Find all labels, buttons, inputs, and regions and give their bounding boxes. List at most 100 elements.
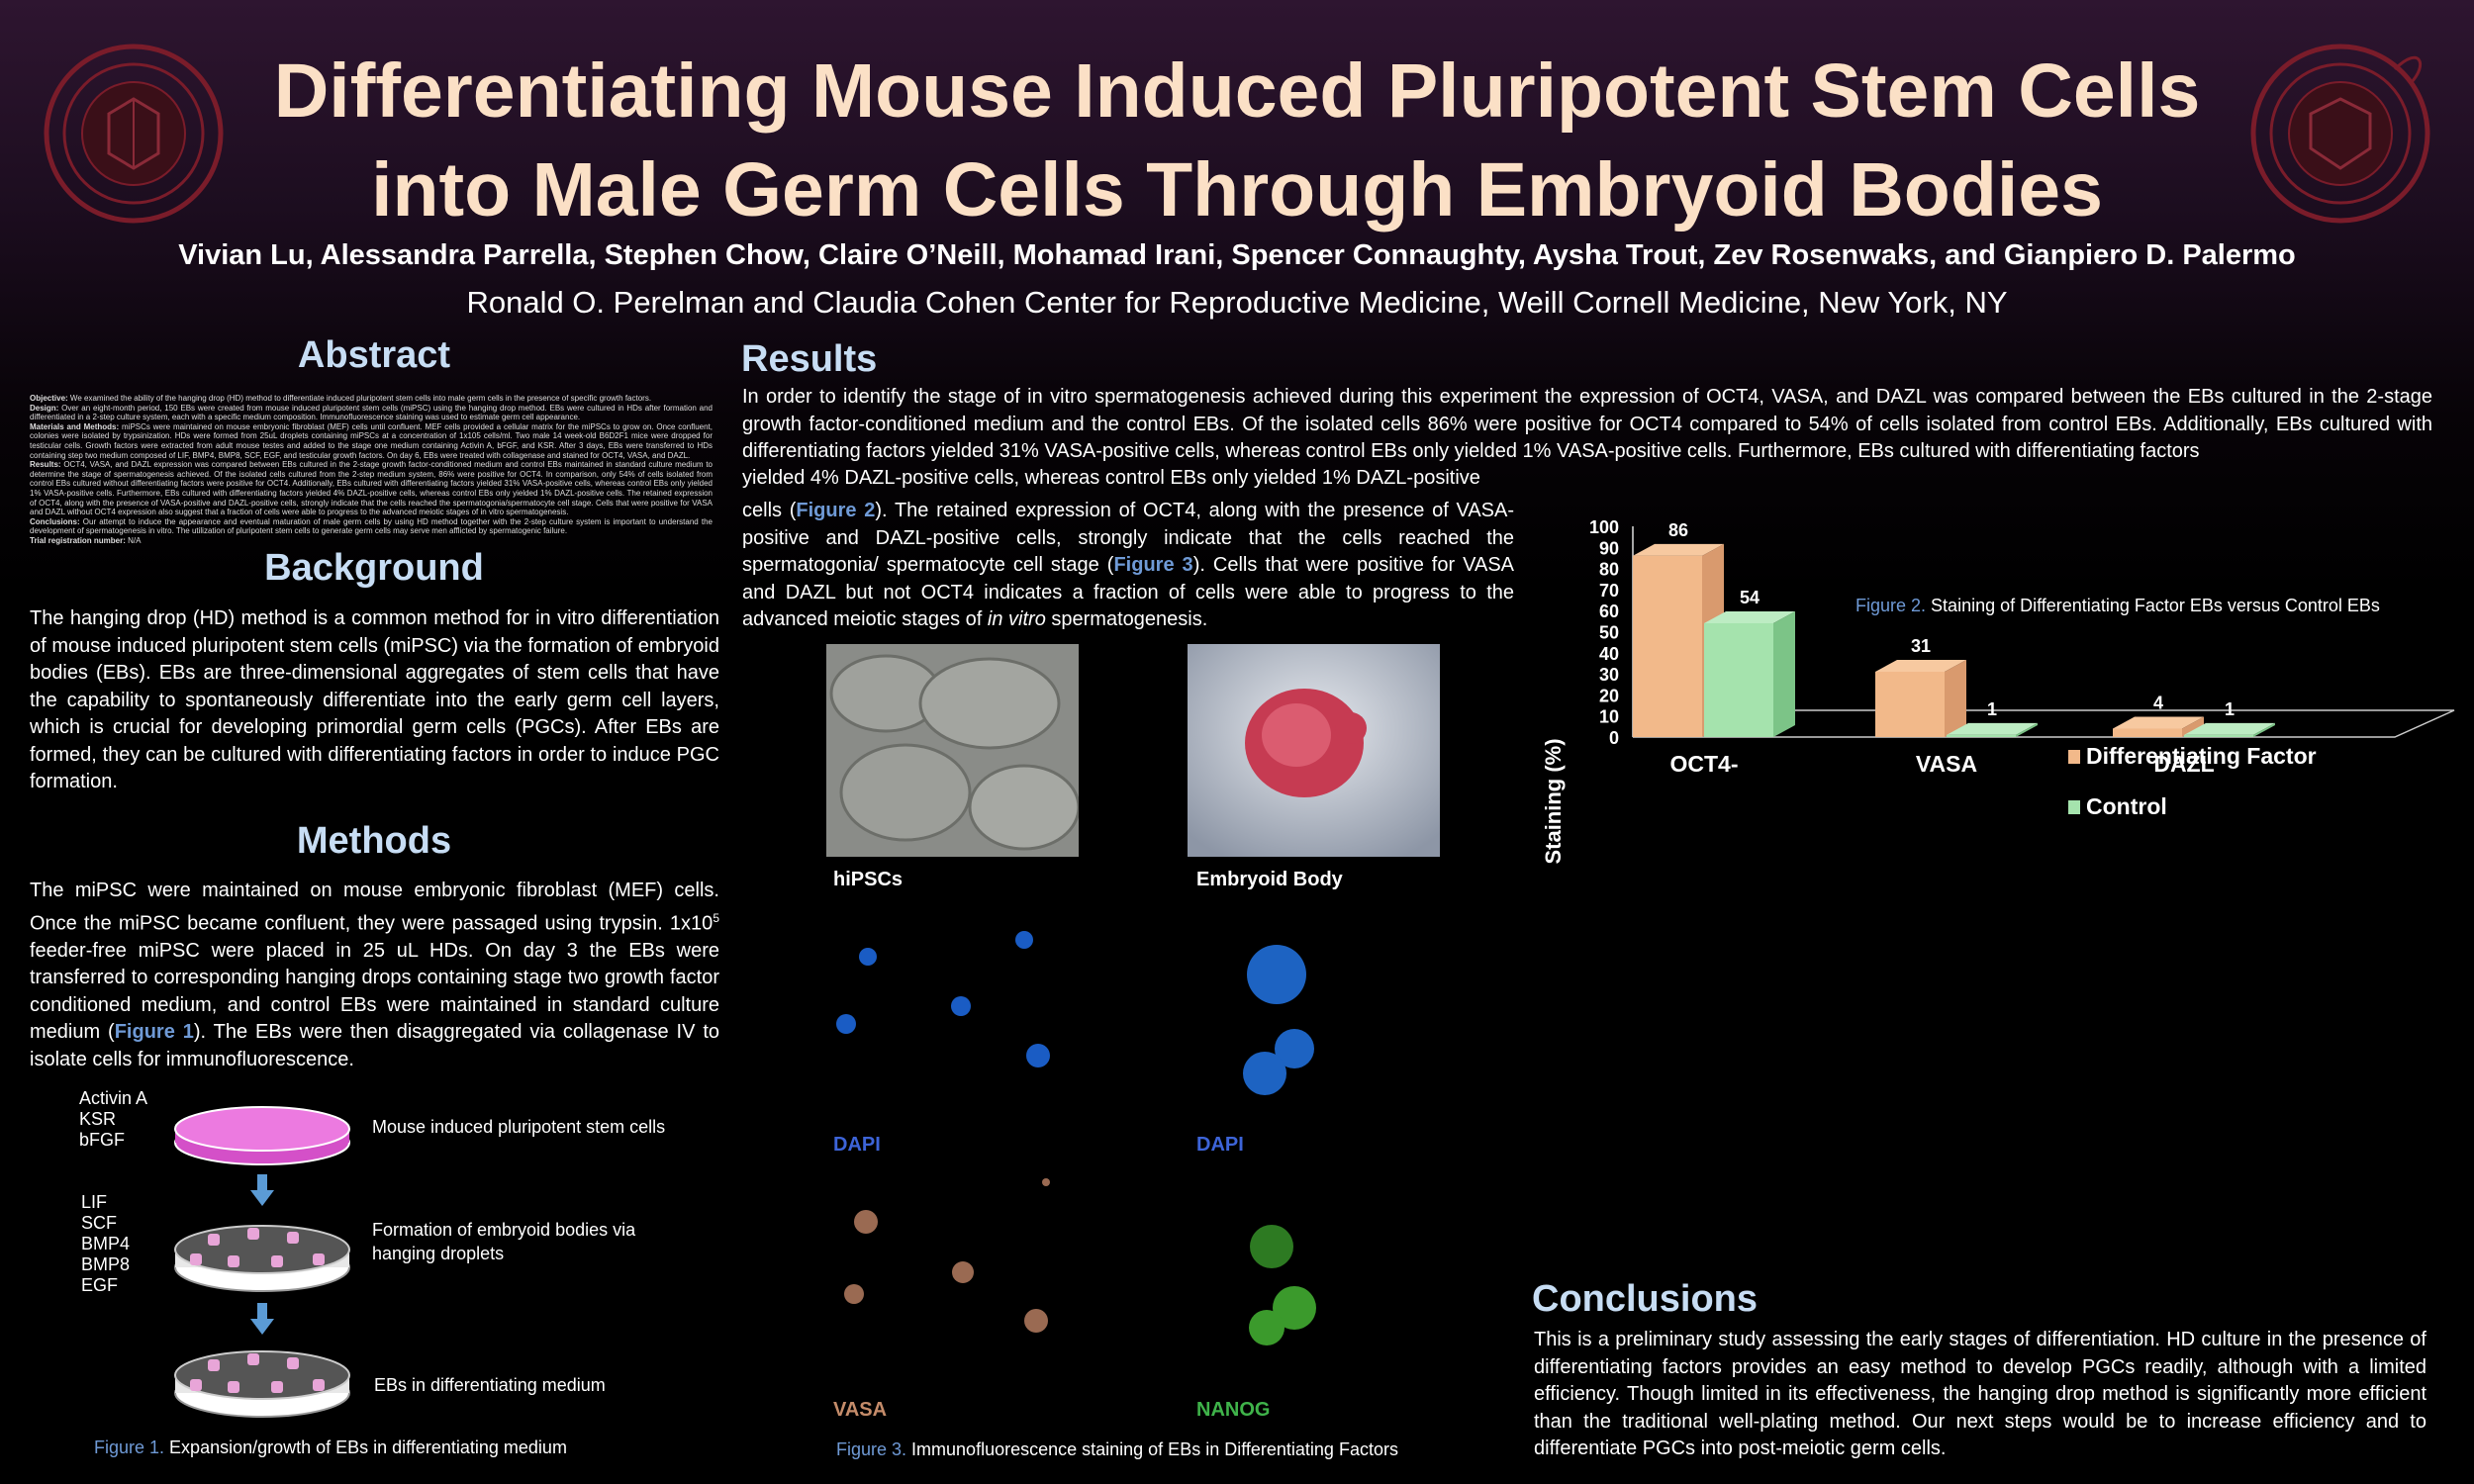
bar-top [1875,659,1966,672]
figure-1-caption-label: Figure 1. [94,1438,165,1457]
abstract-results: OCT4, VASA, and DAZL expression was comp… [30,460,713,517]
step1-factors: Activin A KSR bFGF [79,1088,147,1151]
results-text-a: cells ( [742,500,797,521]
legend-control: Control [2086,793,2167,819]
figure-3-caption-text: Immunofluorescence staining of EBs in Di… [906,1439,1398,1459]
dapi-label-1: DAPI [833,1134,881,1156]
factor-bmp4: BMP4 [81,1234,131,1253]
bar-top [2113,716,2204,729]
y-tick-label: 30 [1599,665,1619,685]
affiliation: Ronald O. Perelman and Claudia Cohen Cen… [466,285,2008,320]
methods-text-c: ). The EBs were then disaggregated via c… [30,1021,719,1070]
step1-desc: Mouse induced pluripotent stem cells [372,1117,666,1137]
abstract-methods: miPSCs were maintained on mouse embryoni… [30,421,713,460]
bar-front [1875,671,1945,737]
chart-y-label: Staining (%) [1541,738,1566,864]
weill-cornell-seal-icon [44,44,224,224]
embryoid-body-micrograph [1188,644,1440,857]
arrow-down-icon [250,1174,274,1206]
figure-3-caption: Figure 3. Immunofluorescence staining of… [836,1439,1398,1460]
bar-front [2113,728,2182,737]
abstract-objective: We examined the ability of the hanging d… [69,394,652,403]
figure-2-ref[interactable]: Figure 2 [796,500,876,521]
results-italic: in vitro [987,608,1046,630]
factor-egf: EGF [81,1275,119,1295]
abstract-design-label: Design: [30,403,59,413]
abstract-heading: Abstract [297,334,451,376]
bar-differentiating-factor-vasa [1875,659,1966,737]
step3-desc: EBs in differentiating medium [374,1375,606,1395]
hanging-drop-dish-icon [174,1225,350,1292]
figure-1-caption: Figure 1. Expansion/growth of EBs in dif… [94,1438,567,1458]
bar-differentiating-factor-dazl [2113,716,2204,737]
abstract-methods-label: Materials and Methods: [30,421,120,431]
y-tick-label: 70 [1599,581,1619,601]
bar-side [2182,716,2204,737]
factor-bmp8: BMP8 [81,1254,131,1274]
hipsc-label: hiPSCs [833,869,904,890]
y-tick-label: 60 [1599,602,1619,621]
legend-swatch-control [2068,800,2080,814]
eb-dish-icon [174,1350,350,1418]
bar-top [1947,722,2038,735]
background-heading: Background [264,547,484,589]
y-tick-label: 80 [1599,560,1619,580]
figure-2-caption-label: Figure 2. [1856,596,1926,615]
factor-activin-a: Activin A [79,1088,148,1108]
bar-front [1704,622,1773,737]
dapi-label-2: DAPI [1196,1134,1244,1156]
vasa-label: VASA [833,1399,888,1421]
abstract-conclusions: Our attempt to induce the appearance and… [30,516,713,536]
abstract-conclusions-label: Conclusions: [30,516,80,526]
methods-heading: Methods [296,820,452,862]
bar-top [1633,543,1724,556]
step2-desc-line1: Formation of embryoid bodies via [372,1220,636,1240]
bar-side [1945,659,1966,737]
x-tick-label: VASA [1916,751,1977,777]
figure-1-ref[interactable]: Figure 1 [114,1021,194,1044]
figure-2-caption: Figure 2. Staining of Differentiating Fa… [1856,596,2380,615]
embryoid-body-label: Embryoid Body [1196,869,1343,890]
results-paragraph: In order to identify the stage of in vit… [742,386,2432,462]
y-tick-label: 90 [1599,538,1619,558]
arrow-down-icon [250,1303,274,1335]
nanog-micrograph [1188,1177,1440,1390]
poster-title: Differentiating Mouse Induced Pluripoten… [198,42,2276,239]
figure-2-caption-text: Staining of Differentiating Factor EBs v… [1926,596,2380,615]
bar-control-dazl [2184,722,2275,737]
legend-swatch-differentiating [2068,750,2080,764]
vasa-micrograph [826,1177,1079,1390]
title-line-1: Differentiating Mouse Induced Pluripoten… [273,48,2201,134]
abstract-trial: N/A [128,535,142,545]
y-tick-label: 100 [1589,517,1619,537]
factor-scf: SCF [81,1213,117,1233]
results-heading: Results [741,338,878,380]
step2-desc-line2: hanging droplets [372,1244,505,1263]
dapi-micrograph-2 [1188,915,1440,1128]
methods-sup: 5 [713,910,719,925]
y-tick-label: 10 [1599,707,1619,727]
bar-top [2184,722,2275,735]
dapi-micrograph-1 [826,915,1079,1128]
figure-1: Activin A KSR bFGF Mouse induced pluripo… [0,1083,732,1459]
step2-desc: Formation of embryoid bodies via hanging… [372,1218,635,1265]
legend-differentiating: Differentiating Factor [2086,743,2317,769]
bar-value-label: 31 [1911,636,1931,656]
culture-dish-icon [174,1106,350,1165]
bar-value-label: 4 [2153,693,2163,712]
bar-value-label: 54 [1740,588,1760,607]
y-tick-label: 20 [1599,686,1619,705]
factor-lif: LIF [81,1192,108,1212]
bar-control-oct4 [1704,610,1795,737]
bar-value-label: 1 [2225,699,2235,719]
authors: Vivian Lu, Alessandra Parrella, Stephen … [178,239,2296,271]
bar-front [2184,734,2253,737]
figure-1-caption-text: Expansion/growth of EBs in differentiati… [164,1438,567,1457]
results-narrow-text: cells (Figure 2). The retained expressio… [742,498,1514,634]
figure-3-ref[interactable]: Figure 3 [1113,554,1193,576]
x-tick-label: OCT4- [1670,751,1739,777]
abstract-results-label: Results: [30,460,61,470]
conclusions-text: This is a preliminary study assessing th… [1534,1329,2426,1459]
step2-factors: LIF SCF BMP4 BMP8 EGF [81,1192,130,1296]
